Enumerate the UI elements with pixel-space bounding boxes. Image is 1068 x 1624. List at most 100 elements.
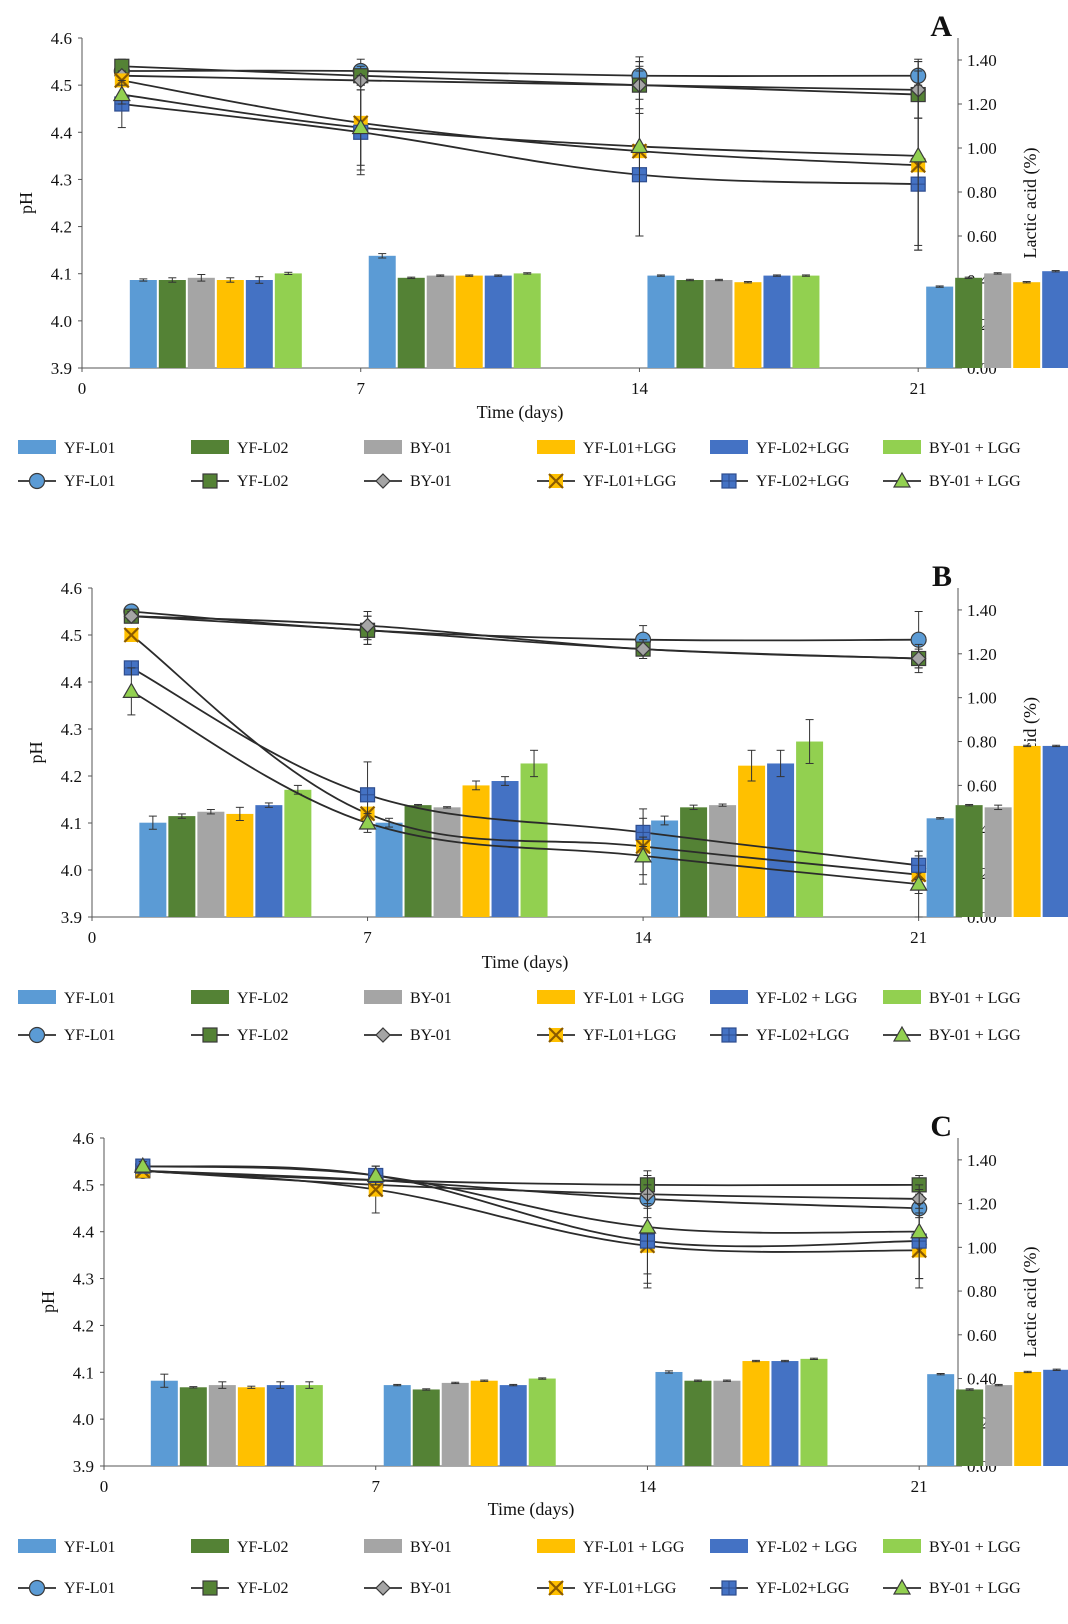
legend-bar-swatch	[710, 990, 748, 1004]
lactic-bar	[130, 280, 157, 368]
lactic-bar	[684, 1381, 711, 1466]
figure: 3.94.04.14.24.34.44.54.60.000.200.400.60…	[0, 0, 1068, 1624]
ph-tick-label: 3.9	[61, 908, 82, 927]
ph-tick-label: 4.1	[73, 1363, 94, 1382]
legend-line-label: YF-L02	[237, 1027, 289, 1044]
lactic-tick-label: 0.80	[967, 733, 997, 752]
lactic-bar	[709, 805, 736, 917]
lactic-bar	[655, 1372, 682, 1466]
legend-line-marker	[549, 1581, 563, 1595]
x-tick-label: 21	[910, 928, 927, 947]
legend-bar-label: YF-L01	[64, 1539, 116, 1556]
lactic-bar	[800, 1359, 827, 1466]
lactic-bar	[500, 1385, 527, 1466]
lactic-tick-label: 1.00	[967, 139, 997, 158]
lactic-bar	[676, 280, 703, 368]
y-axis-label-left: pH	[16, 192, 36, 214]
lactic-bar	[734, 282, 761, 368]
legend-bar-label: YF-L02	[237, 990, 289, 1007]
lactic-bar	[1042, 271, 1068, 368]
legend-bar-swatch	[537, 990, 575, 1004]
legend-line-label: BY-01	[410, 1580, 452, 1597]
lactic-bar	[1014, 746, 1041, 917]
lactic-tick-label: 1.00	[967, 1238, 997, 1257]
x-tick-label: 0	[78, 379, 87, 398]
ph-line	[122, 66, 918, 94]
legend-bar-swatch	[364, 440, 402, 454]
ph-tick-label: 4.5	[73, 1176, 94, 1195]
lactic-bar	[434, 807, 461, 917]
lactic-bar	[514, 273, 541, 368]
lactic-bar	[413, 1389, 440, 1466]
ph-tick-label: 4.2	[61, 767, 82, 786]
legend-bar-label: BY-01 + LGG	[929, 990, 1021, 1007]
ph-line	[122, 76, 918, 90]
ph-point-marker	[124, 628, 138, 642]
lactic-tick-label: 0.60	[967, 776, 997, 795]
lactic-bar	[1043, 746, 1068, 917]
lactic-bar	[955, 278, 982, 368]
lactic-bar	[296, 1385, 323, 1466]
x-tick-label: 14	[631, 379, 649, 398]
ph-tick-label: 4.4	[73, 1223, 95, 1242]
ph-tick-label: 4.0	[73, 1410, 94, 1429]
lactic-bar	[463, 785, 490, 917]
lactic-bar	[705, 280, 732, 368]
x-tick-label: 21	[911, 1477, 928, 1496]
legend-line-marker	[894, 1027, 910, 1041]
ph-point-marker	[911, 1224, 927, 1238]
legend-bar-swatch	[191, 990, 229, 1004]
panel-letter: B	[932, 560, 952, 593]
legend-line-marker	[203, 474, 217, 488]
y-axis-label-right: Lactic acid (%)	[1020, 148, 1041, 259]
legend-bar-label: BY-01 + LGG	[929, 1539, 1021, 1556]
lactic-bar	[284, 790, 311, 917]
ph-tick-label: 4.6	[73, 1129, 94, 1148]
lactic-bar	[738, 766, 765, 917]
legend-bar-swatch	[18, 440, 56, 454]
lactic-tick-label: 1.00	[967, 689, 997, 708]
lactic-bar	[405, 805, 432, 917]
lactic-bar	[763, 276, 790, 368]
lactic-tick-label: 1.40	[967, 601, 997, 620]
lactic-bar	[792, 276, 819, 368]
ph-tick-label: 4.5	[51, 76, 72, 95]
ph-tick-label: 3.9	[73, 1457, 94, 1476]
legend-line-label: YF-L02+LGG	[756, 473, 850, 490]
ph-tick-label: 4.3	[61, 720, 82, 739]
legend-line-label: BY-01 + LGG	[929, 1027, 1021, 1044]
lactic-bar	[188, 278, 215, 368]
legend-bar-label: YF-L01	[64, 990, 116, 1007]
lactic-bar	[985, 807, 1012, 917]
lactic-bar	[1043, 1370, 1068, 1466]
lactic-bar	[226, 814, 253, 917]
chart-panel-B: 3.94.04.14.24.34.44.54.60.000.200.400.60…	[18, 560, 1068, 1044]
x-tick-label: 14	[639, 1477, 657, 1496]
legend-bar-label: BY-01	[410, 1539, 452, 1556]
ph-tick-label: 4.6	[51, 29, 72, 48]
panel-letter: A	[930, 10, 952, 43]
lactic-bar	[647, 276, 674, 368]
lactic-tick-label: 1.20	[967, 1195, 997, 1214]
lactic-bar	[1013, 282, 1040, 368]
lactic-bar	[796, 742, 823, 917]
legend-bar-swatch	[710, 1539, 748, 1553]
lactic-bar	[771, 1361, 798, 1466]
legend-line-label: YF-L02+LGG	[756, 1580, 850, 1597]
lactic-bar	[427, 276, 454, 368]
legend-line-marker	[722, 474, 736, 488]
lactic-bar	[926, 287, 953, 368]
ph-point-marker	[361, 788, 375, 802]
lactic-bar	[139, 823, 166, 917]
lactic-bar	[485, 276, 512, 368]
lactic-bar	[767, 763, 794, 917]
legend-bar-label: YF-L02 + LGG	[756, 1539, 858, 1556]
lactic-tick-label: 0.60	[967, 227, 997, 246]
lactic-bar	[376, 823, 403, 917]
legend-line-marker	[722, 1028, 736, 1042]
legend-bar-swatch	[537, 1539, 575, 1553]
legend-bar-label: BY-01 + LGG	[929, 440, 1021, 457]
legend-line-label: YF-L01	[64, 1027, 116, 1044]
legend-line-marker	[30, 1581, 45, 1596]
ph-line	[122, 104, 918, 184]
